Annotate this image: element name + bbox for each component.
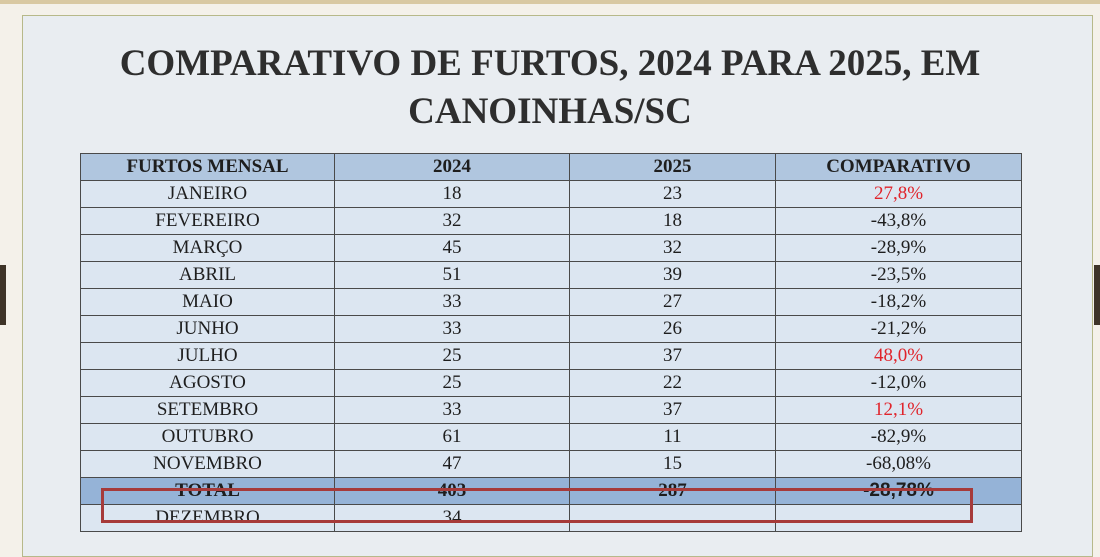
table-cell: 22: [569, 369, 776, 397]
table-cell: -68,08%: [775, 450, 1022, 478]
table-cell: 11: [569, 423, 776, 451]
table-cell: OUTUBRO: [80, 423, 335, 451]
title-line: CANOINHAS/SC: [408, 91, 692, 132]
header-row: FURTOS MENSAL 2024 2025 COMPARATIVO: [80, 153, 1022, 181]
table-cell: 61: [334, 423, 570, 451]
table-cell: 39: [569, 261, 776, 289]
table-cell: 33: [334, 315, 570, 343]
table-cell: 18: [334, 180, 570, 208]
table-cell: JULHO: [80, 342, 335, 370]
column-header: COMPARATIVO: [775, 153, 1022, 181]
table-cell: 33: [334, 288, 570, 316]
table-cell: 32: [334, 207, 570, 235]
table-cell: FEVEREIRO: [80, 207, 335, 235]
table-cell: 403: [334, 477, 570, 505]
table-row: JULHO 25 37 48,0%: [80, 342, 1022, 370]
table-cell: -18,2%: [775, 288, 1022, 316]
table-cell: SETEMBRO: [80, 396, 335, 424]
data-table: FURTOS MENSAL 2024 2025 COMPARATIVO JANEIRO…: [80, 153, 1022, 532]
table-cell: 37: [569, 342, 776, 370]
table-cell: -43,8%: [775, 207, 1022, 235]
table-cell: -28,9%: [775, 234, 1022, 262]
table-row: MAIO 33 27 -18,2%: [80, 288, 1022, 316]
table-cell: -23,5%: [775, 261, 1022, 289]
table-cell: MAIO: [80, 288, 335, 316]
table-cell: 18: [569, 207, 776, 235]
column-header: FURTOS MENSAL: [80, 153, 335, 181]
table-cell: 25: [334, 369, 570, 397]
table-row: SETEMBRO 33 37 12,1%: [80, 396, 1022, 424]
table-row: AGOSTO 25 22 -12,0%: [80, 369, 1022, 397]
table-cell: TOTAL: [80, 477, 335, 505]
table-cell: 32: [569, 234, 776, 262]
table-cell: 48,0%: [775, 342, 1022, 370]
table-row: JUNHO 33 26 -21,2%: [80, 315, 1022, 343]
empty-cell: [775, 504, 1022, 532]
table-cell: 12,1%: [775, 396, 1022, 424]
table-row: DEZEMBRO 34: [80, 504, 1022, 532]
table-cell: 47: [334, 450, 570, 478]
table-cell: -82,9%: [775, 423, 1022, 451]
table-cell: 33: [334, 396, 570, 424]
empty-cell: [569, 504, 776, 532]
table-cell: ABRIL: [80, 261, 335, 289]
table-cell: DEZEMBRO: [80, 504, 335, 532]
table-cell: 15: [569, 450, 776, 478]
table-row: FEVEREIRO 32 18 -43,8%: [80, 207, 1022, 235]
title-line: COMPARATIVO DE FURTOS, 2024 PARA 2025, E…: [119, 43, 981, 84]
table-cell: NOVEMBRO: [80, 450, 335, 478]
table-cell: 51: [334, 261, 570, 289]
table-cell: JANEIRO: [80, 180, 335, 208]
table-row: ABRIL 51 39 -23,5%: [80, 261, 1022, 289]
table-cell: 37: [569, 396, 776, 424]
table-cell: -21,2%: [775, 315, 1022, 343]
table-row: NOVEMBRO 47 15 -68,08%: [80, 450, 1022, 478]
top-bar: [0, 0, 1100, 4]
table-cell: 26: [569, 315, 776, 343]
side-tab: [1094, 265, 1100, 325]
table-cell: 27: [569, 288, 776, 316]
table-cell: 45: [334, 234, 570, 262]
table-cell: -12,0%: [775, 369, 1022, 397]
title: COMPARATIVO DE FURTOS, 2024 PARA 2025, E…: [0, 40, 1100, 136]
table-row: MARÇO 45 32 -28,9%: [80, 234, 1022, 262]
table-cell: 34: [334, 504, 570, 532]
table-cell: 27,8%: [775, 180, 1022, 208]
highlight-box: [101, 488, 973, 523]
table-cell: MARÇO: [80, 234, 335, 262]
column-header: 2024: [334, 153, 570, 181]
table-row: JANEIRO 18 23 27,8%: [80, 180, 1022, 208]
table-cell: 25: [334, 342, 570, 370]
table-cell: JUNHO: [80, 315, 335, 343]
table-row: OUTUBRO 61 11 -82,9%: [80, 423, 1022, 451]
table-cell: AGOSTO: [80, 369, 335, 397]
table-cell: 23: [569, 180, 776, 208]
column-header: 2025: [569, 153, 776, 181]
side-tab: [0, 265, 6, 325]
